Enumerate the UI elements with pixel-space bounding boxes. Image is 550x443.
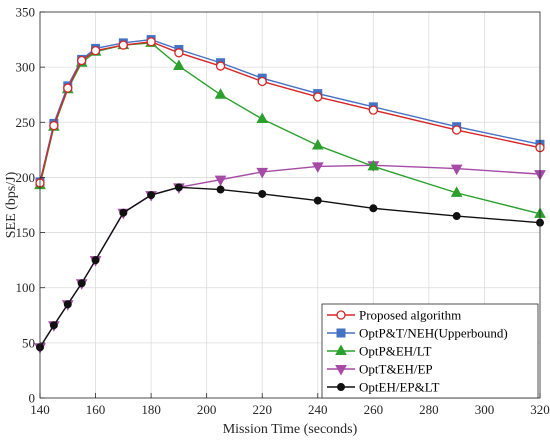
data-point xyxy=(49,321,58,330)
data-point xyxy=(77,279,86,288)
data-point xyxy=(452,125,462,135)
legend-item: OptEH/EP&LT xyxy=(327,380,439,395)
data-point xyxy=(450,186,463,197)
y-tick-label: 350 xyxy=(16,5,36,20)
x-tick-label: 200 xyxy=(197,402,217,417)
x-tick-label: 180 xyxy=(141,402,161,417)
x-tick-label: 300 xyxy=(475,402,495,417)
data-point xyxy=(311,162,324,173)
data-point xyxy=(119,208,128,217)
data-point xyxy=(214,88,227,99)
x-tick-label: 260 xyxy=(364,402,384,417)
legend-marker xyxy=(335,344,347,355)
data-point xyxy=(147,191,156,200)
data-point xyxy=(369,204,378,213)
data-point xyxy=(91,256,100,265)
legend-marker xyxy=(336,328,346,338)
x-tick-label: 320 xyxy=(530,402,550,417)
data-point xyxy=(256,112,269,123)
y-tick-label: 300 xyxy=(16,60,36,75)
legend-marker xyxy=(337,383,345,391)
legend-box xyxy=(321,303,539,399)
ticks: 140 160 180 200 220 240 260 280 300 320 0 50 100 150 2… xyxy=(16,5,550,418)
data-point xyxy=(313,92,323,102)
y-tick-label: 50 xyxy=(22,335,35,350)
y-tick-label: 200 xyxy=(16,170,36,185)
series-1 xyxy=(35,37,545,188)
x-axis-label: Mission Time (seconds) xyxy=(223,422,358,437)
legend-label: OptP&EH/LT xyxy=(359,344,432,359)
y-axis-label: SEE (bps/J) xyxy=(4,171,19,238)
series-5 xyxy=(36,183,544,352)
legend: Proposed algorithm OptP&T/NEH(Upperbound)… xyxy=(321,303,539,399)
x-tick-label: 280 xyxy=(419,402,439,417)
data-point xyxy=(63,83,73,93)
data-point xyxy=(311,138,324,150)
legend-item: Proposed algorithm xyxy=(327,308,461,323)
legend-item: OptP&T/NEH(Upperbound) xyxy=(327,326,508,341)
data-point xyxy=(118,40,128,50)
y-tick-label: 100 xyxy=(16,280,36,295)
legend-label: OptP&T/NEH(Upperbound) xyxy=(359,326,508,341)
data-point xyxy=(216,185,225,194)
data-point xyxy=(257,76,267,87)
data-point xyxy=(313,196,322,205)
legend-label: Proposed algorithm xyxy=(359,308,461,323)
data-point xyxy=(146,37,156,47)
y-tick-label: 0 xyxy=(29,391,36,406)
data-point xyxy=(174,183,183,192)
x-tick-label: 160 xyxy=(86,402,106,417)
data-point xyxy=(173,59,185,71)
x-tick-label: 220 xyxy=(252,402,272,417)
data-point xyxy=(90,45,101,56)
legend-marker xyxy=(335,365,347,376)
y-tick-label: 250 xyxy=(16,115,36,130)
legend-item: OptP&EH/LT xyxy=(327,344,432,359)
data-point xyxy=(256,167,269,179)
legend-item: OptT&EH/EP xyxy=(327,362,433,377)
data-point xyxy=(368,105,378,115)
data-point xyxy=(258,189,267,198)
plot-frame xyxy=(39,11,541,399)
x-tick-label: 240 xyxy=(308,402,328,417)
data-point xyxy=(367,159,380,171)
data-point xyxy=(63,300,72,309)
data-point xyxy=(174,48,184,58)
data-point xyxy=(452,212,461,221)
series-line xyxy=(39,186,541,348)
legend-label: OptEH/EP&LT xyxy=(359,380,439,395)
series-line xyxy=(39,41,541,184)
data-point xyxy=(214,175,227,187)
data-point xyxy=(77,55,87,66)
legend-marker xyxy=(336,310,346,320)
y-tick-label: 150 xyxy=(16,225,36,240)
data-point xyxy=(450,164,463,176)
data-point xyxy=(215,61,226,71)
x-tick-label: 140 xyxy=(30,402,50,417)
data-point xyxy=(49,120,59,131)
legend-label: OptT&EH/EP xyxy=(359,362,433,377)
